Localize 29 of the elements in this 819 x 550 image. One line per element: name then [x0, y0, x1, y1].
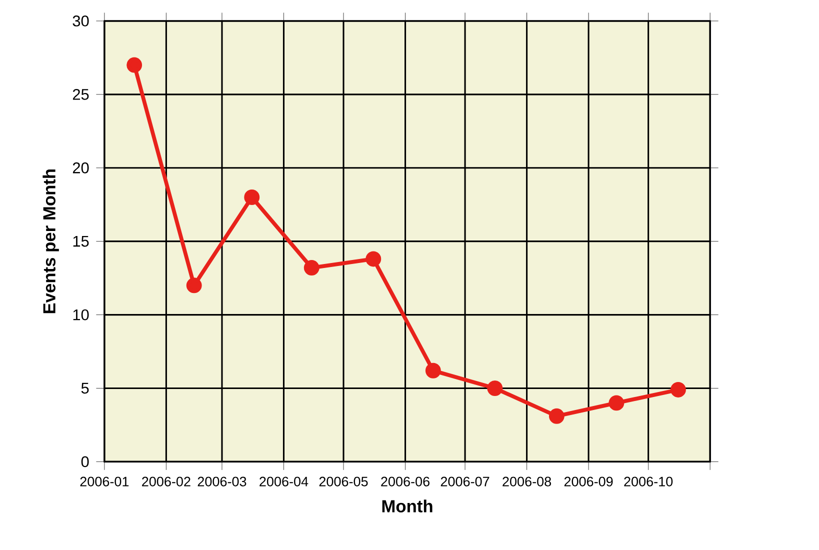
- y-tick-label: 30: [72, 16, 89, 27]
- point: [244, 190, 260, 206]
- x-tick-label: 2006-10: [624, 476, 673, 487]
- point: [548, 408, 564, 424]
- x-tick-label: 2006-07: [440, 476, 490, 487]
- point: [126, 57, 142, 73]
- x-tick-label: 2006-08: [502, 476, 552, 487]
- y-tick-label: 0: [81, 456, 89, 468]
- y-tick-label: 5: [81, 383, 89, 394]
- x-tick-label: 2006-06: [381, 476, 430, 487]
- y-tick-label: 20: [72, 162, 89, 174]
- point: [366, 251, 382, 267]
- y-tick-label: 15: [73, 236, 89, 247]
- y-tick-label: 10: [73, 310, 89, 320]
- x-tick-label: 2006-02: [142, 476, 190, 487]
- point: [186, 278, 202, 294]
- point: [425, 363, 441, 379]
- point: [304, 260, 320, 276]
- point: [487, 380, 503, 396]
- x-tick-label: 2006-03: [198, 476, 246, 487]
- y-axis-title: Events per Month: [42, 170, 59, 314]
- x-tick-label: 2006-04: [260, 476, 308, 487]
- x-tick-label: 2006-05: [319, 476, 368, 487]
- x-tick-label: 2006-01: [80, 476, 129, 487]
- point: [608, 395, 624, 411]
- y-tick-label: 25: [72, 89, 89, 100]
- x-tick-label: 2006-09: [564, 476, 613, 487]
- point: [670, 382, 686, 398]
- x-axis-title: Month: [382, 500, 432, 513]
